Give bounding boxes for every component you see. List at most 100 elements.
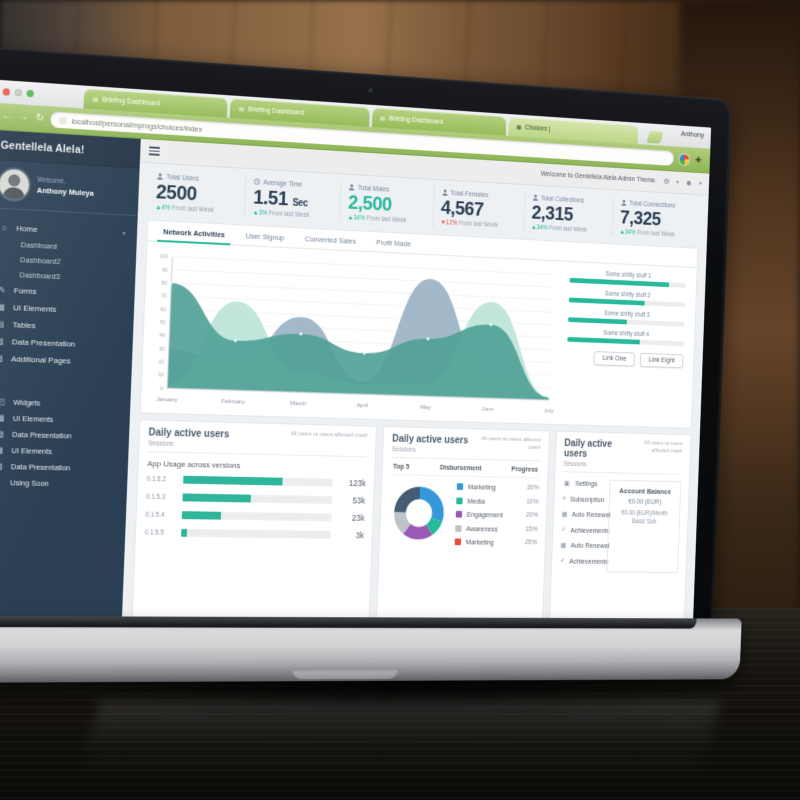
tables-icon: ▤: [0, 319, 5, 329]
svg-text:June: June: [482, 406, 495, 413]
minimize-window-button[interactable]: [14, 88, 22, 97]
goal-some-shitty-stuff-2: Some shitty stuff 2: [568, 289, 686, 308]
legend-label: Engagement: [466, 510, 504, 520]
card-subtitle: Sessions: [148, 440, 174, 449]
svg-text:0: 0: [160, 386, 163, 392]
dashboard-app: Gentellela Alela! Welcome, Anthony Muley…: [0, 129, 710, 621]
settings-icon: ▣: [563, 480, 570, 488]
calendar-icon: ▦: [560, 542, 567, 550]
sidebar-item-label: Data Presentation: [11, 337, 76, 349]
usage-value: 123k: [348, 478, 367, 489]
chevron-down-icon: ▾: [122, 231, 126, 238]
svg-text:May: May: [420, 404, 432, 411]
card-note: All users vs users affected crash: [290, 431, 368, 440]
stat-tile-average-time: Average Time 1.51 Sec ▲3% From last Week: [244, 175, 341, 223]
gear-icon[interactable]: ⚙: [663, 177, 670, 187]
column-header-top-5: Top 5: [392, 463, 410, 472]
extension-wheel-icon[interactable]: [679, 153, 690, 165]
pages-icon: ▨: [0, 353, 4, 364]
user-menu-icon[interactable]: ☻: [685, 178, 693, 188]
user-name: Anthony Muleya: [36, 185, 94, 198]
usage-bar: [181, 529, 331, 540]
stat-tile-total-males: Total Males 2,500 ▲34% From last Week: [339, 181, 434, 228]
zoom-window-button[interactable]: [26, 89, 34, 98]
stat-tile-total-collections: Total Collections 2,315 ▲34% From last Wee…: [522, 191, 614, 237]
sidebar-item-label: UI Elements: [13, 303, 57, 314]
card-title: Daily active users: [391, 434, 469, 447]
balance-plan: €0.00 (EUR)/Month: [621, 510, 668, 518]
browser-tab-label: Briefing Dashboard: [388, 115, 444, 126]
account-item-auto-renewal[interactable]: ▦ Auto Renewal: [562, 510, 611, 519]
account-item-auto-renewal[interactable]: ▦ Auto Renewal: [560, 541, 609, 550]
sidebar: Gentellela Alela! Welcome, Anthony Muley…: [0, 129, 141, 619]
refresh-icon[interactable]: ↻: [35, 112, 45, 124]
usage-bar-fill: [181, 511, 222, 520]
back-icon[interactable]: ←: [1, 110, 13, 122]
sidebar-profile: Welcome, Anthony Muleya: [0, 159, 140, 217]
soon-icon: ◔: [0, 477, 3, 486]
version-label: 0.1.5.5: [144, 529, 164, 537]
sidebar-item-using-soon[interactable]: ◔ Using Soon: [0, 474, 128, 493]
home-icon: ⌂: [1, 223, 7, 233]
account-item-settings[interactable]: ▣ Settings: [563, 479, 605, 488]
main-content: Welcome to Gentellela Alela Admin Theme.…: [122, 138, 710, 621]
svg-text:30: 30: [159, 346, 165, 352]
favicon-choices: ▦: [516, 124, 522, 131]
laptop: ▤ Briefing Dashboard ▤ Briefing Dashboard ▤ B…: [0, 45, 742, 683]
tab-network-activities[interactable]: Network Activities: [153, 221, 235, 245]
account-balance-card: Account Balance €0.00 (EUR) €0.00 (EUR)/…: [606, 480, 682, 574]
link-one-button[interactable]: Link One: [593, 351, 636, 367]
sidebar-nav-secondary: ◰ Widgets ▦ UI Elements ▧ Data Presentation ▦ U…: [0, 383, 131, 493]
menu-toggle-icon[interactable]: [148, 146, 160, 156]
tab-converted-sales[interactable]: Converted Sales: [304, 234, 357, 246]
chevron-down-icon[interactable]: ▾: [699, 180, 702, 187]
welcome-banner: Welcome to Gentellela Alela Admin Theme.: [540, 170, 657, 185]
usage-value: 23k: [351, 513, 365, 524]
forward-icon[interactable]: →: [18, 111, 29, 124]
users-icon: [441, 189, 448, 198]
app-usage-row: 0.1.5.2 123k: [147, 474, 367, 489]
account-item-subscription[interactable]: ≡ Subscription: [562, 495, 604, 504]
card-subtitle: Sessions: [391, 446, 416, 454]
chart-goals-panel: Some shitty stuff 1 Some shitty stuff 2 So…: [556, 267, 690, 426]
legend-color-swatch: [455, 511, 463, 518]
svg-text:July: July: [544, 408, 555, 415]
goal-some-shitty-stuff-4: Some shitty stuff 4: [567, 329, 684, 347]
usage-value: 3k: [355, 530, 365, 541]
goal-some-shitty-stuff-1: Some shitty stuff 1: [569, 269, 687, 288]
link-buttons: Link One Link Eight: [566, 350, 684, 369]
sidebar-item-label: Forms: [13, 286, 37, 297]
extension-icon[interactable]: ✚: [695, 154, 702, 165]
ui-elements-icon: ▦: [0, 412, 5, 423]
chevron-down-icon[interactable]: ▾: [676, 179, 679, 186]
browser-tab-label: Briefing Dashboard: [247, 105, 305, 117]
goal-progress-fill: [568, 297, 645, 306]
app-usage-row: 0.1.5.5 3k: [144, 528, 365, 541]
account-item-label: Achievements: [569, 556, 609, 566]
laptop-screen: ▤ Briefing Dashboard ▤ Briefing Dashboard ▤ B…: [0, 79, 712, 621]
tab-user-signup[interactable]: User Signup: [245, 231, 285, 243]
account-item-achievements[interactable]: ✓ Achievements: [560, 557, 609, 566]
sidebar-item-label: Data Presentation: [11, 429, 72, 440]
subscription-icon: ≡: [562, 495, 566, 503]
chart-panel: Network Activities User Signup Converted S…: [139, 219, 699, 430]
account-item-achievements[interactable]: ✓ Achievements: [560, 526, 610, 535]
tab-profit-made[interactable]: Profit Made: [375, 238, 412, 249]
favicon-page: ▤: [379, 115, 386, 122]
svg-text:20: 20: [158, 360, 164, 366]
legend-row-marketing: Marketing 30%: [456, 483, 540, 493]
legend-label: Awareness: [466, 524, 498, 534]
account-item-label: Subscription: [570, 494, 605, 504]
legend-percent: 30%: [526, 484, 540, 492]
ui-elements-icon: ▦: [0, 302, 6, 312]
browser-profile-name[interactable]: Anthony: [680, 129, 705, 140]
link-eight-button[interactable]: Link Eight: [639, 352, 684, 369]
card-subtitle: Sessions: [563, 461, 587, 469]
close-window-button[interactable]: [2, 88, 10, 96]
column-header-progress: Progress: [511, 466, 539, 474]
svg-text:March: March: [290, 400, 307, 407]
new-tab-button[interactable]: [646, 130, 664, 144]
svg-text:January: January: [156, 396, 178, 404]
legend-color-swatch: [456, 483, 464, 491]
check-icon: ✓: [560, 526, 567, 534]
